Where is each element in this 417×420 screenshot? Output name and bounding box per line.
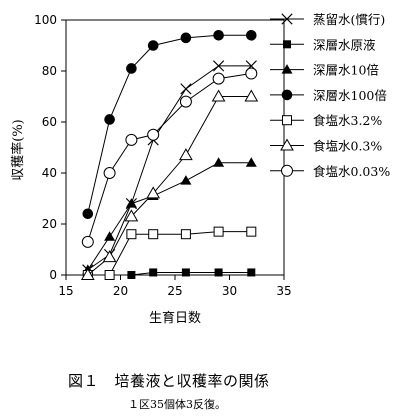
y-tick-label: 40 [42, 166, 57, 180]
series-7-point [245, 67, 258, 80]
plot-frame [65, 19, 285, 276]
series-4-point [213, 30, 224, 41]
series-7-point [179, 95, 192, 108]
y-tick-label: 60 [42, 115, 57, 129]
series-6-point [102, 250, 117, 263]
series-6-point [211, 89, 226, 102]
x-tick-label: 15 [58, 284, 73, 298]
series-1-point [180, 83, 192, 95]
series-7-point [212, 72, 225, 85]
y-tick-label: 0 [49, 268, 57, 282]
x-axis-title: 生育日数 [149, 310, 201, 326]
series-3-point [180, 175, 192, 185]
series-7-point [103, 167, 116, 179]
series-6-point [80, 267, 95, 280]
legend-label-4: 深層水100倍 [313, 88, 387, 103]
series-4-point [246, 30, 257, 41]
legend-marker-1 [281, 13, 293, 25]
legend-marker-2 [283, 40, 291, 49]
series-5-point [213, 226, 224, 237]
series-7-point [81, 235, 94, 248]
series-7-point [147, 128, 160, 141]
series-7-point [125, 133, 138, 146]
series-2-point [149, 268, 158, 277]
x-tick-label: 30 [222, 284, 237, 298]
series-5-point [126, 229, 137, 240]
series-2-point [181, 268, 190, 277]
x-tick-label: 20 [113, 284, 128, 298]
y-tick-label: 80 [42, 64, 57, 78]
series-6-point [179, 148, 193, 161]
series-4-point [82, 208, 94, 220]
x-tick-label: 25 [167, 284, 182, 298]
series-2-point [214, 268, 223, 277]
figure-note: １区35個体3反復。 [128, 398, 226, 411]
series-3-line [87, 162, 252, 271]
legend-marker-3 [281, 64, 293, 74]
series-6-point [244, 89, 259, 102]
chart: 15 20 25 30 35 0 20 40 60 80 100 生育日数 収穫率(%) 蒸留水(慣… [10, 12, 390, 326]
series-4-point [126, 63, 137, 74]
series-5-point [246, 226, 257, 237]
legend-label-5: 食塩水3.2% [313, 113, 382, 128]
y-axis-title: 収穫率(%) [10, 119, 26, 181]
series-6-point [146, 186, 161, 199]
figure-caption: 図１ 培養液と収穫率の関係 [68, 372, 270, 390]
series-4-line [87, 34, 252, 214]
legend-marker-6 [280, 138, 294, 151]
series-2-point [247, 268, 256, 277]
legend-label-3: 深層水10倍 [313, 63, 379, 78]
series-5-point [180, 229, 191, 240]
plot-area: 15 20 25 30 35 0 20 40 60 80 100 [34, 13, 292, 298]
series-6-point [124, 209, 139, 222]
y-tick-label: 100 [34, 13, 57, 27]
series-5-point [148, 229, 159, 240]
series-4-point [180, 32, 192, 44]
legend-label-1: 蒸留水(慣行) [313, 12, 385, 27]
series-3-point [245, 157, 257, 167]
series-3-point [104, 231, 116, 241]
series-5-point [104, 270, 115, 280]
legend-label-6: 食塩水0.3% [313, 139, 382, 154]
series-4-point [147, 40, 159, 51]
series-3-point [213, 157, 225, 167]
y-tick-label: 20 [42, 217, 57, 231]
series-7-line [87, 73, 252, 243]
series-3-point [125, 198, 137, 208]
legend-marker-5 [282, 115, 292, 126]
legend-marker-4 [281, 89, 293, 101]
series-2-point [127, 271, 136, 279]
x-tick-label: 35 [276, 284, 291, 298]
series-4-point [104, 114, 115, 125]
legend-label-2: 深層水原液 [313, 37, 376, 52]
legend-marker-7 [281, 164, 293, 177]
legend-label-7: 食塩水0.03% [313, 164, 390, 179]
series-1-point [213, 60, 225, 72]
